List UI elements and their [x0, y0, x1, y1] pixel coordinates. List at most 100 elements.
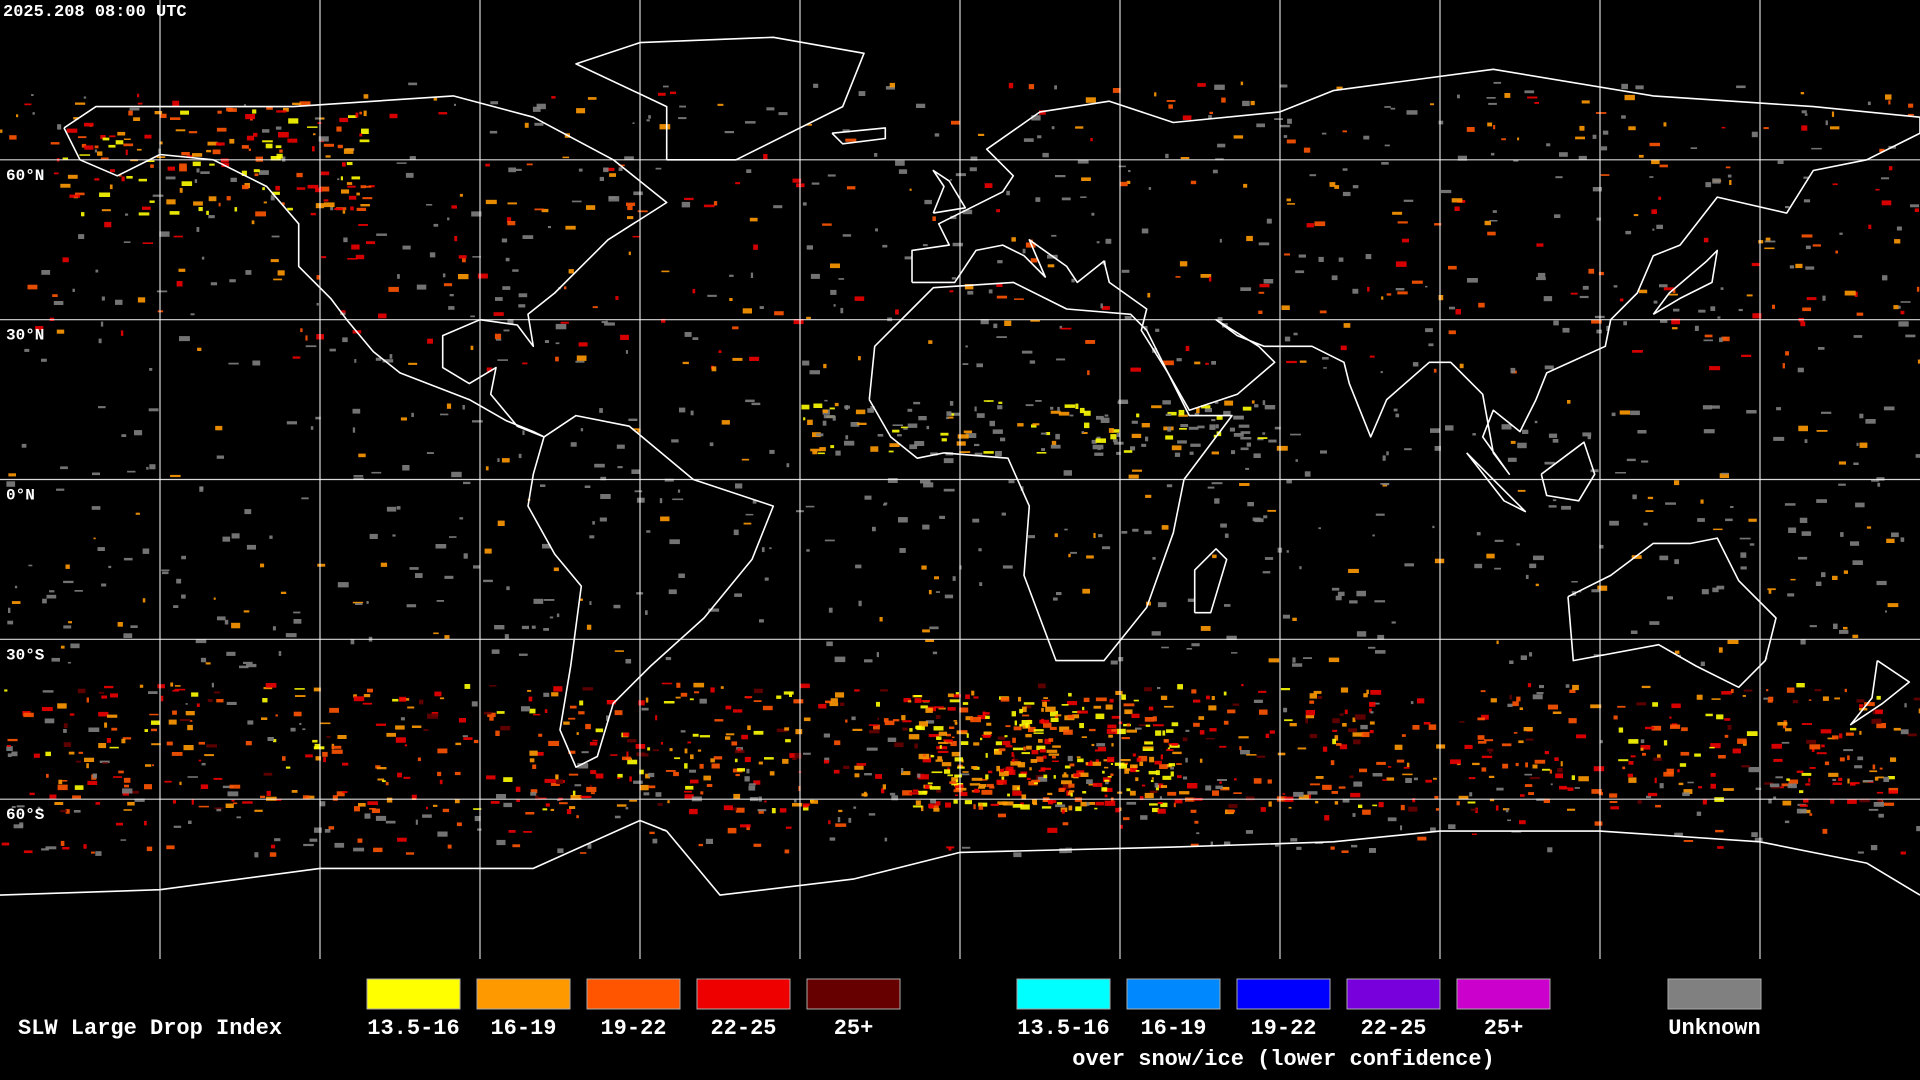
cloud-pixel — [1516, 543, 1520, 546]
cloud-pixel — [1284, 336, 1291, 342]
cloud-pixel — [810, 273, 820, 279]
cloud-pixel — [305, 345, 317, 348]
cloud-pixel — [1292, 617, 1297, 621]
cloud-pixel — [351, 176, 361, 180]
cloud-pixel — [1160, 754, 1163, 760]
cloud-pixel — [1210, 841, 1213, 847]
cloud-pixel — [1775, 776, 1783, 779]
cloud-pixel — [1061, 809, 1065, 814]
cloud-pixel — [1049, 726, 1057, 730]
cloud-pixel — [1636, 702, 1647, 706]
cloud-pixel — [166, 199, 176, 205]
cloud-pixel — [1519, 707, 1523, 710]
cloud-pixel — [1647, 496, 1654, 500]
cloud-pixel — [1640, 747, 1644, 751]
cloud-pixel — [641, 707, 649, 711]
cloud-pixel — [1222, 786, 1230, 790]
cloud-pixel — [607, 700, 618, 702]
cloud-pixel — [1286, 550, 1289, 553]
cloud-pixel — [943, 488, 955, 492]
cloud-pixel — [1170, 771, 1174, 777]
cloud-pixel — [1061, 704, 1069, 706]
cloud-pixel — [1690, 147, 1698, 149]
cloud-pixel — [965, 345, 968, 348]
cloud-pixel — [1847, 755, 1850, 761]
cloud-pixel — [117, 131, 126, 136]
cloud-pixel — [1023, 746, 1026, 751]
cloud-pixel — [885, 86, 895, 90]
cloud-pixel — [1021, 350, 1033, 354]
cloud-pixel — [594, 463, 605, 468]
cloud-pixel — [218, 202, 221, 207]
cloud-pixel — [1542, 768, 1551, 771]
cloud-pixel — [290, 727, 296, 732]
cloud-pixel — [245, 741, 252, 746]
cloud-pixel — [433, 96, 438, 101]
legend-swatch — [696, 978, 791, 1010]
cloud-pixel — [347, 258, 358, 260]
cloud-pixel — [1108, 428, 1114, 433]
cloud-pixel — [1667, 293, 1678, 296]
cloud-pixel — [1044, 738, 1051, 745]
cloud-pixel — [529, 708, 536, 714]
cloud-pixel — [1170, 767, 1174, 770]
cloud-pixel — [1047, 827, 1058, 833]
cloud-pixel — [568, 750, 576, 754]
cloud-pixel — [1481, 755, 1493, 759]
cloud-pixel — [1045, 432, 1051, 436]
cloud-pixel — [1816, 752, 1827, 755]
cloud-pixel — [1138, 724, 1149, 726]
cloud-pixel — [1466, 127, 1475, 132]
cloud-pixel — [866, 747, 878, 751]
cloud-pixel — [1070, 792, 1073, 797]
cloud-pixel — [1617, 705, 1626, 708]
cloud-pixel — [542, 543, 551, 549]
cloud-pixel — [543, 599, 555, 601]
cloud-pixel — [98, 406, 106, 409]
cloud-pixel — [336, 126, 342, 132]
cloud-pixel — [659, 498, 663, 504]
cloud-pixel — [299, 722, 302, 725]
cloud-pixel — [800, 683, 810, 689]
cloud-pixel — [920, 480, 931, 484]
cloud-pixel — [471, 701, 478, 707]
cloud-pixel — [293, 619, 302, 624]
cloud-pixel — [220, 158, 229, 163]
cloud-pixel — [1489, 751, 1492, 754]
cloud-pixel — [1188, 426, 1199, 430]
cloud-pixel — [997, 801, 1008, 805]
cloud-pixel — [1683, 840, 1694, 842]
cloud-pixel — [1201, 405, 1211, 409]
cloud-pixel — [971, 766, 978, 769]
cloud-pixel — [1481, 714, 1489, 720]
cloud-pixel — [1102, 777, 1111, 782]
cloud-pixel — [679, 105, 686, 108]
cloud-pixel — [1194, 820, 1199, 824]
cloud-pixel — [336, 791, 345, 797]
cloud-pixel — [41, 848, 49, 851]
cloud-pixel — [852, 728, 863, 731]
cloud-pixel — [1694, 325, 1699, 331]
cloud-pixel — [1490, 152, 1495, 156]
cloud-pixel — [1095, 749, 1099, 752]
cloud-pixel — [1767, 700, 1773, 703]
cloud-pixel — [1172, 751, 1182, 755]
cloud-pixel — [1754, 837, 1763, 841]
cloud-pixel — [1561, 505, 1571, 510]
cloud-pixel — [1474, 563, 1483, 569]
cloud-pixel — [1260, 807, 1266, 812]
cloud-pixel — [1386, 293, 1392, 296]
cloud-pixel — [144, 820, 147, 826]
cloud-pixel — [1412, 362, 1419, 367]
cloud-pixel — [668, 589, 677, 595]
cloud-pixel — [692, 733, 699, 737]
cloud-pixel — [1126, 788, 1131, 792]
timestamp: 2025.208 08:00 UTC — [3, 3, 187, 22]
cloud-pixel — [1318, 527, 1321, 530]
legend-label: 13.5-16 — [367, 1016, 459, 1041]
cloud-pixel — [1086, 779, 1093, 784]
cloud-pixel — [1155, 785, 1159, 791]
cloud-pixel — [1045, 706, 1056, 712]
cloud-pixel — [1805, 266, 1815, 270]
cloud-pixel — [521, 706, 530, 712]
